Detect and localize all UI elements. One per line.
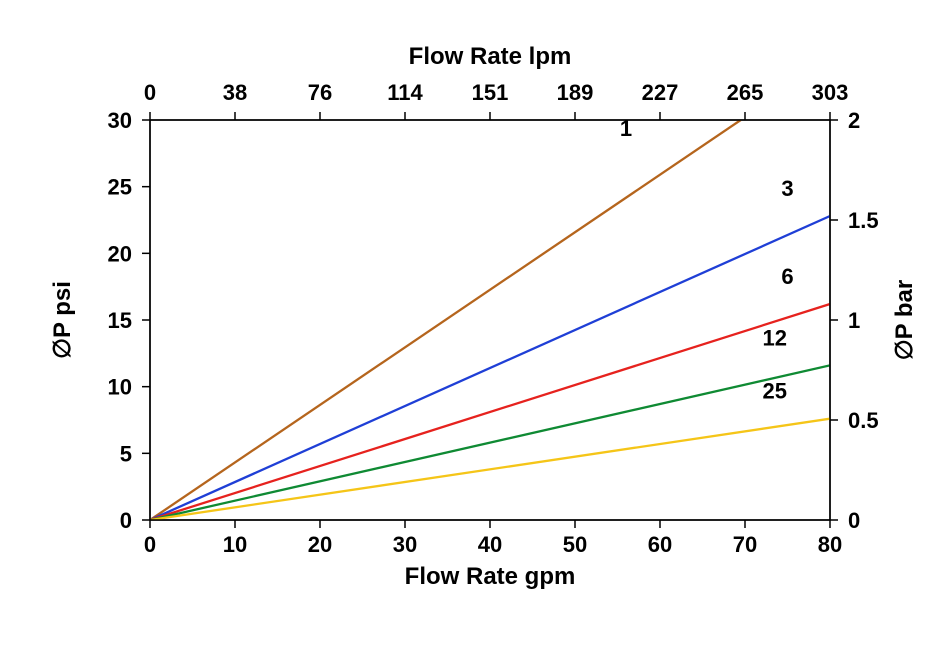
y-left-tick-label: 25 [108, 175, 132, 200]
x-top-tick-label: 76 [308, 80, 332, 105]
x-bottom-tick-label: 70 [733, 532, 757, 557]
y-right-tick-label: 0.5 [848, 408, 879, 433]
y-left-tick-label: 0 [120, 508, 132, 533]
y-right-tick-label: 1 [848, 308, 860, 333]
series-label: 6 [781, 264, 793, 289]
y-right-tick-label: 0 [848, 508, 860, 533]
y-right-title: ∅P bar [891, 280, 918, 361]
pressure-flow-chart: 0102030405060708003876114151189227265303… [0, 0, 940, 664]
x-top-tick-label: 38 [223, 80, 247, 105]
x-bottom-tick-label: 80 [818, 532, 842, 557]
x-bottom-tick-label: 40 [478, 532, 502, 557]
x-top-tick-label: 303 [812, 80, 849, 105]
x-top-tick-label: 189 [557, 80, 594, 105]
x-top-tick-label: 0 [144, 80, 156, 105]
y-left-tick-label: 20 [108, 241, 132, 266]
x-bottom-tick-label: 20 [308, 532, 332, 557]
x-bottom-tick-label: 0 [144, 532, 156, 557]
x-top-tick-label: 114 [387, 80, 423, 105]
x-bottom-tick-label: 10 [223, 532, 247, 557]
series-label: 3 [781, 176, 793, 201]
y-left-tick-label: 30 [108, 108, 132, 133]
y-left-tick-label: 10 [108, 375, 132, 400]
y-right-tick-label: 1.5 [848, 208, 879, 233]
x-bottom-title: Flow Rate gpm [405, 563, 576, 590]
x-top-tick-label: 151 [472, 80, 509, 105]
y-left-tick-label: 5 [120, 441, 132, 466]
y-right-tick-label: 2 [848, 108, 860, 133]
series-label: 12 [763, 325, 787, 350]
x-bottom-tick-label: 30 [393, 532, 417, 557]
x-bottom-tick-label: 60 [648, 532, 672, 557]
x-top-tick-label: 227 [642, 80, 679, 105]
y-left-tick-label: 15 [108, 308, 132, 333]
x-top-tick-label: 265 [727, 80, 764, 105]
series-label: 25 [763, 379, 787, 404]
y-left-title: ∅P psi [49, 281, 76, 359]
x-top-title: Flow Rate lpm [409, 43, 572, 70]
x-bottom-tick-label: 50 [563, 532, 587, 557]
